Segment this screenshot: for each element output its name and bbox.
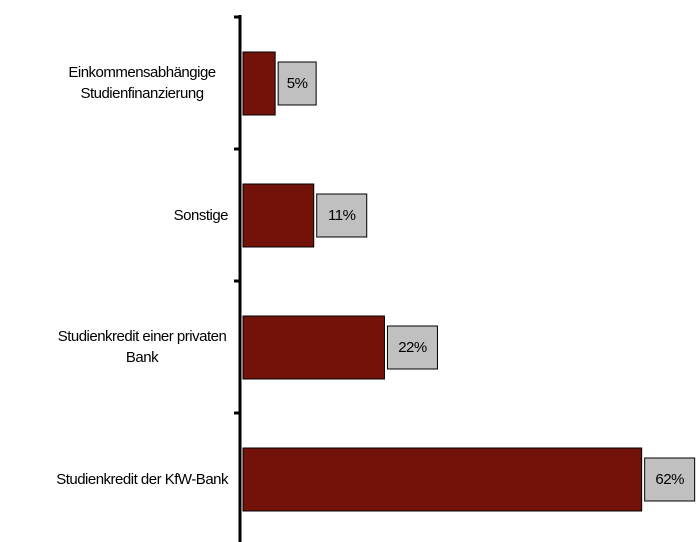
value-label: 22% bbox=[398, 339, 427, 356]
value-label-box bbox=[316, 193, 368, 238]
bar bbox=[242, 51, 276, 116]
value-label-box bbox=[644, 457, 696, 502]
category-label-box: Studienkredit einer privaten Bank bbox=[28, 281, 228, 413]
category-label: Einkommensabhängige Studienfinanzierung bbox=[68, 64, 216, 102]
value-label: 11% bbox=[328, 207, 356, 224]
category-label: Studienkredit einer privaten Bank bbox=[57, 328, 227, 366]
category-label: Sonstige bbox=[173, 206, 229, 224]
category-label-box: Einkommensabhängige Studienfinanzierung bbox=[28, 17, 228, 149]
value-label-box bbox=[386, 325, 438, 370]
category-label: Studienkredit der KfW-Bank bbox=[56, 470, 228, 488]
category-label-box: Sonstige bbox=[28, 149, 229, 281]
bar bbox=[242, 183, 315, 248]
category-label-box: Studienkredit der KfW-Bank bbox=[28, 413, 228, 542]
value-label-box bbox=[277, 61, 317, 106]
value-label: 5% bbox=[287, 75, 308, 92]
bar bbox=[242, 447, 643, 512]
bar bbox=[242, 315, 385, 380]
value-label: 62% bbox=[655, 471, 684, 488]
